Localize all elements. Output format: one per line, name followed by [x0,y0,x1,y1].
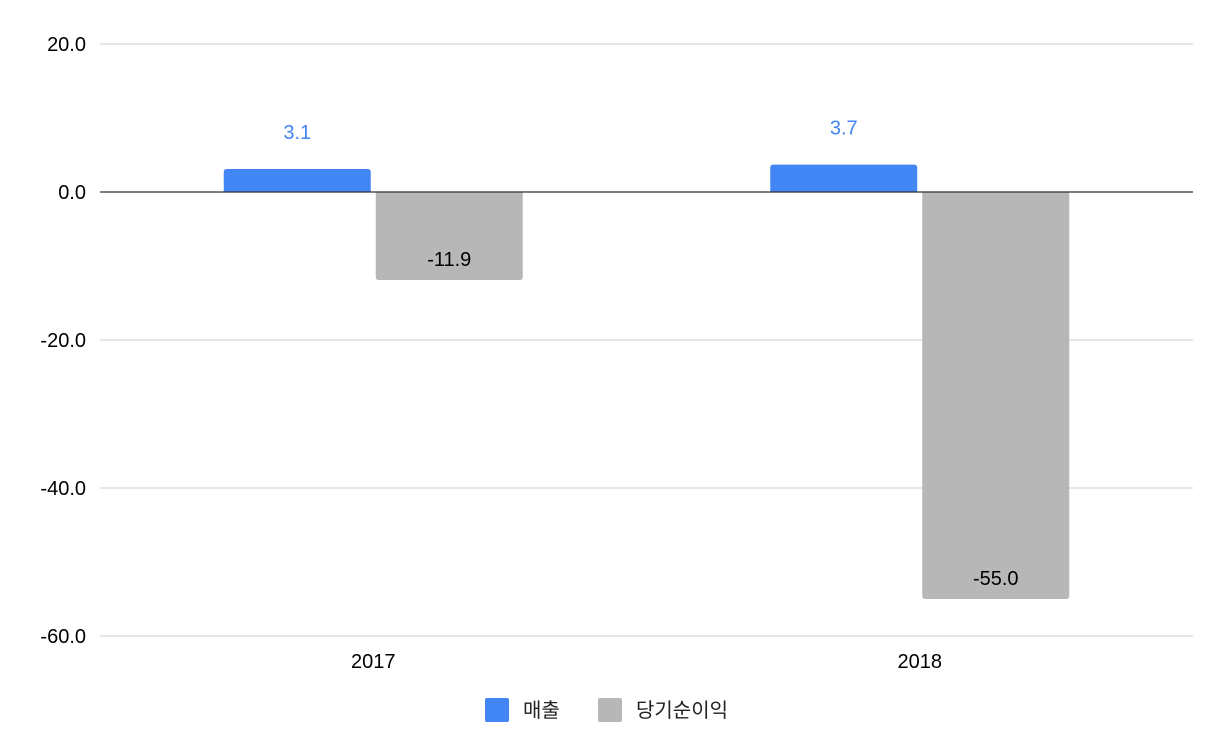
y-tick-label: 0.0 [58,182,86,204]
bar-revenue-2018 [770,164,918,192]
y-tick-label: -60.0 [40,626,86,648]
data-label: -11.9 [427,249,471,271]
y-tick-label: -20.0 [40,330,86,352]
legend-label: 당기순이익 [636,698,728,722]
data-label: -55.0 [973,568,1019,590]
y-tick-label: 20.0 [47,34,86,56]
legend-label: 매출 [523,698,560,722]
bars [223,164,1070,599]
legend-swatch [598,698,622,722]
y-axis-tick-labels: 20.0 0.0 -20.0 -40.0 -60.0 [40,34,86,648]
legend-swatch [485,698,509,722]
data-label: 3.1 [283,122,311,144]
data-labels: 3.1 -11.9 3.7 -55.0 [283,118,1018,590]
data-label: 3.7 [830,118,858,140]
y-tick-label: -40.0 [40,478,86,500]
x-tick-label: 2018 [898,651,943,673]
x-tick-label: 2017 [351,651,396,673]
x-axis-tick-labels: 2017 2018 [351,651,942,673]
bar-revenue-2017 [223,169,371,192]
legend: 매출 당기순이익 [485,698,728,722]
bar-net-income-2018 [922,192,1070,599]
bar-net-income-2017 [375,192,523,281]
